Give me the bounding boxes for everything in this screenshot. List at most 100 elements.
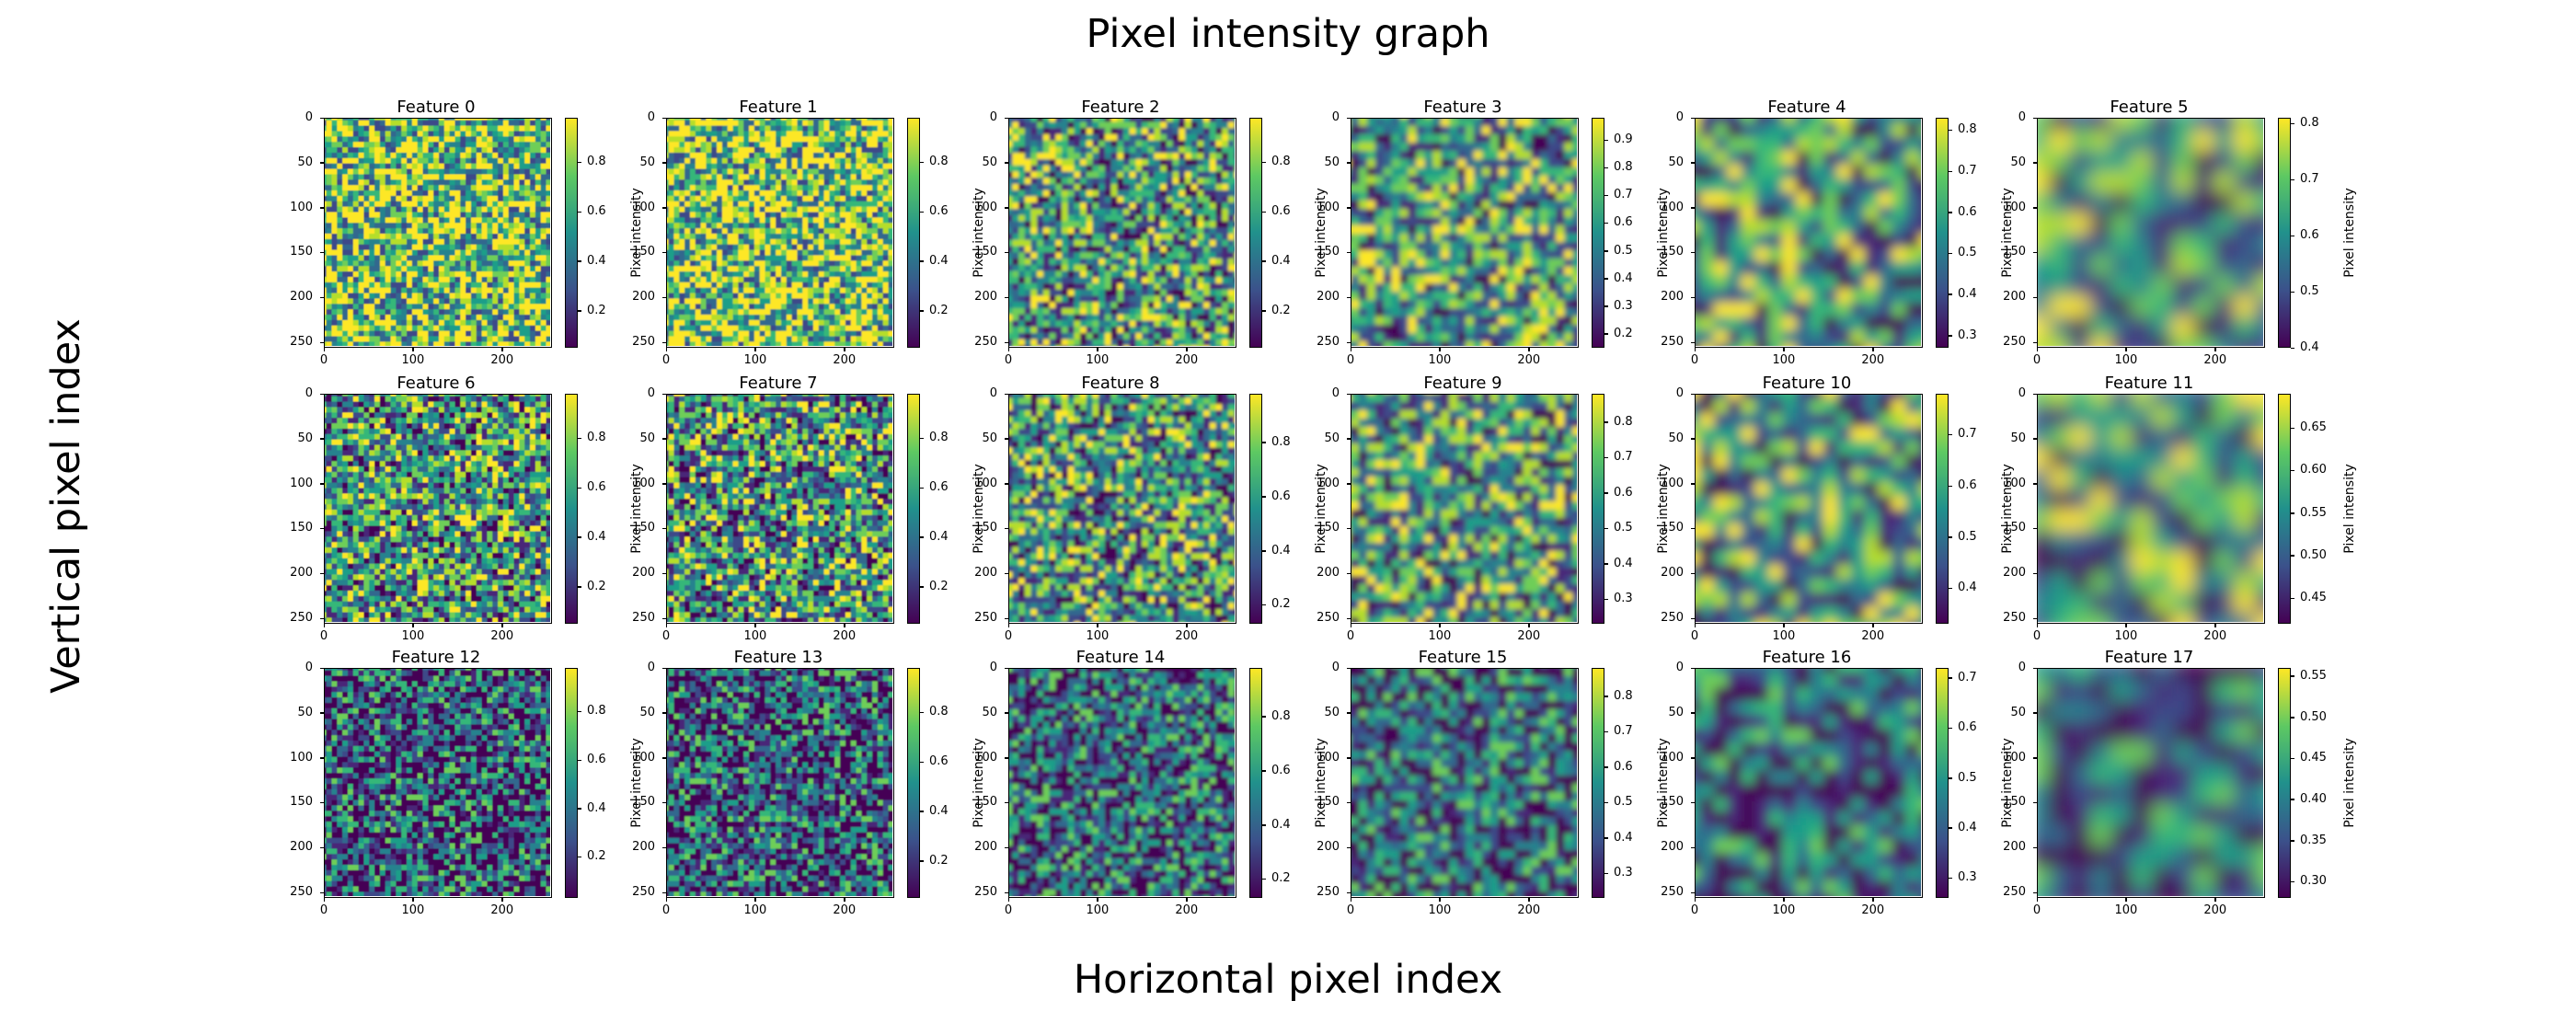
- y-tick-label: 100: [1303, 477, 1340, 490]
- y-tick-mark: [1691, 296, 1695, 299]
- colorbar-tick-label: 0.6: [1958, 205, 1977, 219]
- y-tick-mark: [1005, 207, 1008, 209]
- y-tick-mark: [2033, 572, 2037, 575]
- colorbar-tick-label: 0.6: [587, 753, 606, 766]
- feature-panel: Feature 4 0 50 100 150 200 250 0 100 200 0.3 0.4 0.5…: [1661, 96, 2076, 372]
- colorbar-tick-label: 0.4: [1614, 271, 1633, 285]
- colorbar-tick-label: 0.2: [587, 849, 606, 863]
- x-tick-mark: [754, 624, 756, 627]
- panel-title: Feature 8: [1003, 374, 1238, 393]
- y-tick-mark: [320, 296, 324, 299]
- x-tick-mark: [844, 624, 845, 627]
- y-tick-label: 100: [960, 477, 997, 490]
- colorbar-tick-label: 0.8: [1271, 435, 1291, 449]
- x-tick-label: 0: [1676, 629, 1713, 643]
- y-tick-label: 150: [618, 521, 655, 535]
- x-tick-label: 200: [1511, 903, 1547, 917]
- x-tick-label: 200: [1168, 629, 1205, 643]
- colorbar: [2278, 394, 2291, 624]
- x-tick-mark: [1528, 898, 1530, 902]
- colorbar-tick-mark: [920, 811, 924, 812]
- colorbar-tick-mark: [1949, 129, 1952, 132]
- feature-panel: Feature 15 0 50 100 150 200 250 0 100 200 0.3 0.4 0.…: [1317, 646, 1731, 922]
- y-tick-label: 200: [1647, 290, 1684, 304]
- colorbar-tick-mark: [1949, 877, 1952, 880]
- heatmap-canvas: [316, 109, 563, 359]
- colorbar-tick-label: 0.5: [1614, 795, 1633, 809]
- heatmap-image: [1686, 109, 1934, 359]
- colorbar-tick-label: 0.6: [1614, 486, 1633, 500]
- y-tick-label: 200: [1303, 840, 1340, 854]
- y-tick-mark: [1347, 162, 1351, 164]
- x-tick-mark: [501, 624, 503, 627]
- x-tick-label: 100: [1079, 353, 1116, 367]
- x-tick-mark: [2214, 348, 2216, 351]
- colorbar-tick-mark: [1604, 696, 1608, 697]
- x-tick-label: 100: [2108, 629, 2145, 643]
- colorbar-tick-label: 0.30: [2300, 874, 2327, 888]
- y-tick-label: 250: [1989, 611, 2026, 625]
- x-tick-label: 0: [1332, 353, 1369, 367]
- panel-title: Feature 9: [1345, 374, 1581, 393]
- colorbar-tick-label: 0.6: [587, 204, 606, 218]
- heatmap-canvas: [316, 385, 563, 635]
- heatmap-canvas: [1686, 385, 1934, 635]
- y-tick-label: 200: [1989, 290, 2026, 304]
- y-tick-label: 100: [1647, 751, 1684, 765]
- colorbar-tick-label: 0.5: [1958, 246, 1977, 259]
- panel-title: Feature 17: [2031, 648, 2267, 667]
- heatmap-canvas: [2029, 385, 2276, 635]
- feature-panel: Feature 9 0 50 100 150 200 250 0 100 200 0.3 0.4 0.5…: [1317, 372, 1731, 648]
- y-tick-label: 50: [1989, 431, 2026, 445]
- x-tick-label: 100: [737, 353, 774, 367]
- y-tick-label: 150: [1303, 521, 1340, 535]
- x-tick-mark: [1186, 348, 1188, 351]
- x-tick-label: 0: [2018, 903, 2055, 917]
- y-tick-mark: [1691, 846, 1695, 849]
- x-tick-mark: [2214, 898, 2216, 902]
- y-tick-mark: [2033, 757, 2037, 759]
- y-tick-mark: [662, 341, 666, 344]
- colorbar-tick-mark: [1604, 250, 1608, 252]
- y-tick-label: 100: [1989, 751, 2026, 765]
- colorbar-tick-label: 0.65: [2300, 420, 2327, 434]
- y-tick-mark: [2033, 296, 2037, 299]
- feature-panel: Feature 0 0 50 100 150 200 250 0 100 200 0.2 0.4 0.6…: [290, 96, 705, 372]
- y-tick-mark: [1691, 757, 1695, 759]
- x-tick-mark: [1439, 348, 1441, 351]
- y-tick-mark: [1005, 846, 1008, 849]
- y-tick-mark: [2033, 891, 2037, 894]
- y-tick-label: 250: [960, 885, 997, 899]
- heatmap-image: [316, 109, 563, 359]
- colorbar-tick-label: 0.2: [587, 580, 606, 593]
- y-tick-label: 200: [960, 566, 997, 580]
- colorbar: [2278, 118, 2291, 348]
- colorbar-tick-mark: [920, 761, 924, 764]
- y-tick-mark: [320, 617, 324, 620]
- x-tick-mark: [2036, 348, 2038, 351]
- x-tick-label: 200: [2197, 629, 2234, 643]
- y-tick-mark: [662, 846, 666, 849]
- y-tick-mark: [1347, 393, 1351, 395]
- feature-panel: Feature 13 0 50 100 150 200 250 0 100 200 0.2 0.4 0.…: [632, 646, 1047, 922]
- y-tick-label: 150: [960, 521, 997, 535]
- colorbar: [907, 394, 920, 624]
- colorbar-tick-mark: [578, 808, 581, 810]
- x-tick-mark: [2214, 624, 2216, 627]
- y-tick-label: 50: [960, 431, 997, 445]
- y-tick-label: 0: [1647, 386, 1684, 400]
- x-tick-label: 200: [826, 903, 863, 917]
- x-tick-label: 200: [1855, 629, 1892, 643]
- x-tick-mark: [412, 624, 414, 627]
- x-tick-label: 200: [484, 629, 521, 643]
- colorbar-tick-mark: [920, 487, 924, 489]
- heatmap-image: [658, 385, 905, 635]
- x-tick-mark: [323, 624, 325, 627]
- colorbar-tick-label: 0.5: [1958, 530, 1977, 544]
- y-tick-label: 150: [1647, 795, 1684, 809]
- colorbar-tick-mark: [1262, 824, 1266, 826]
- y-tick-mark: [2033, 207, 2037, 209]
- colorbar-tick-label: 0.35: [2300, 834, 2327, 847]
- y-tick-mark: [320, 483, 324, 485]
- feature-panel: Feature 16 0 50 100 150 200 250 0 100 200 0.3 0.4 0.…: [1661, 646, 2076, 922]
